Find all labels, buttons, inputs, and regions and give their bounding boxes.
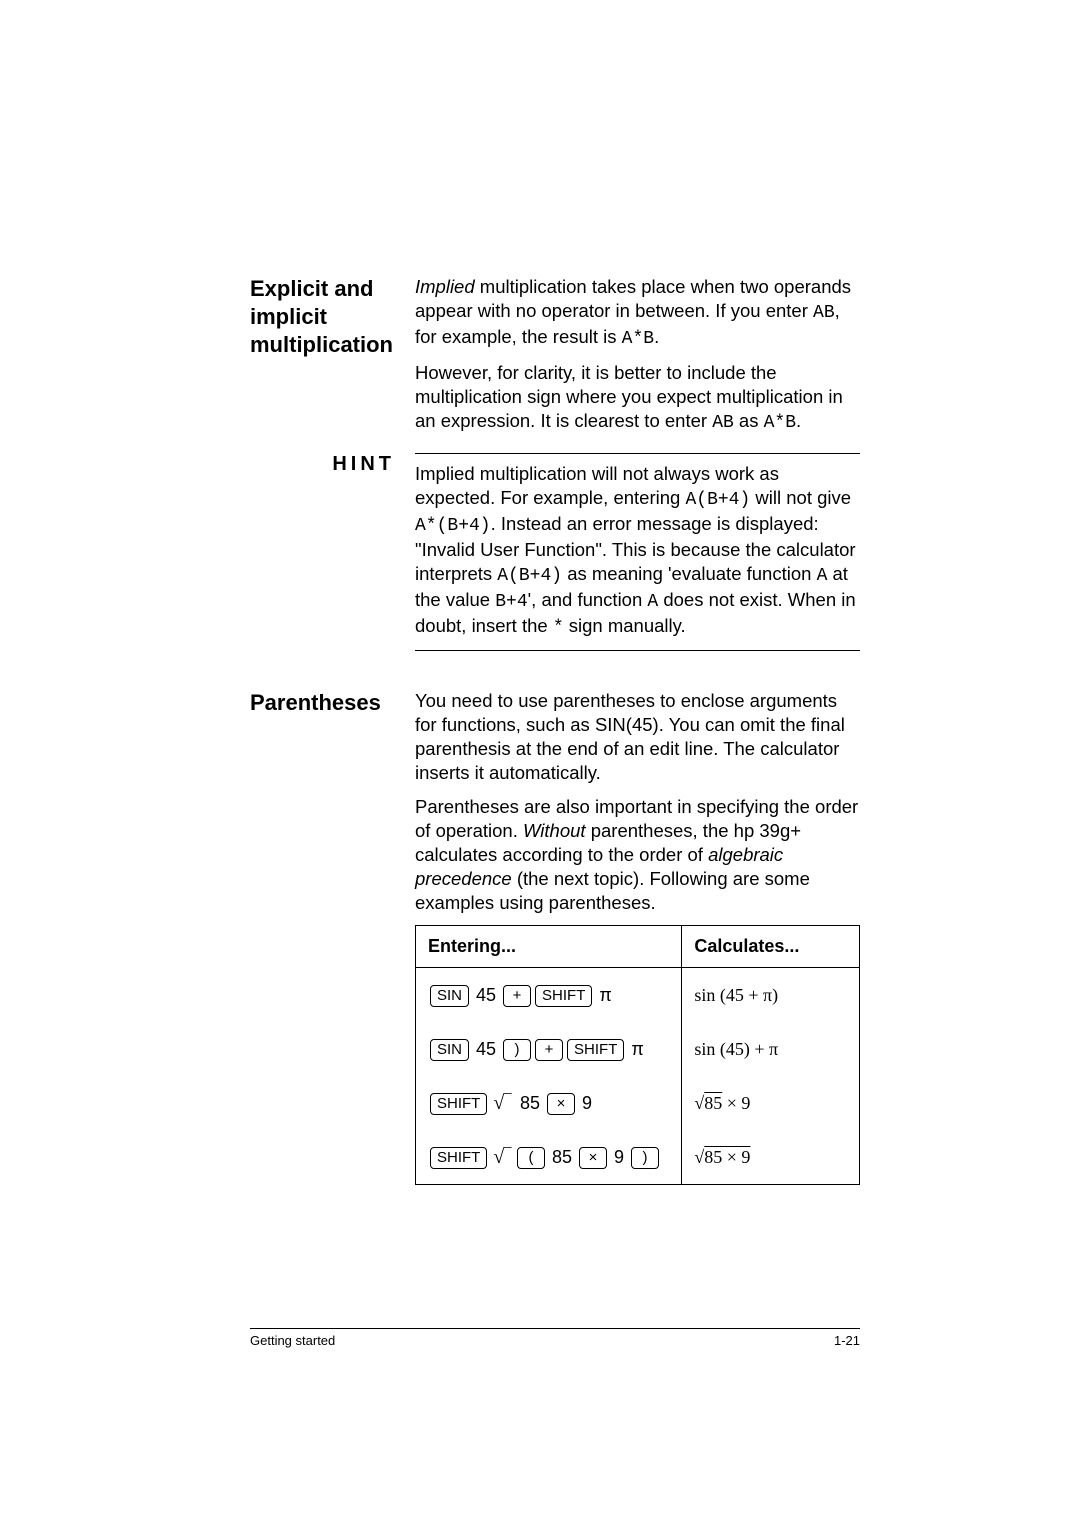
hint-t8: sign manually. [564, 615, 686, 636]
sqrt-icon: √‾ [489, 1146, 515, 1168]
explicit-para-2: However, for clarity, it is better to in… [415, 361, 860, 435]
key-text: π [626, 1039, 643, 1059]
hint-t2: will not give [750, 487, 851, 508]
code-astarb-2: A*B [764, 413, 796, 433]
section-parentheses: Parentheses You need to use parentheses … [250, 689, 860, 1185]
hint-c1: A(B+4) [685, 490, 750, 510]
hint-t6: ', and function [528, 589, 648, 610]
hint-para: Implied multiplication will not always w… [415, 462, 860, 640]
explicit-p2-as: as [734, 410, 764, 431]
keycap-): ) [631, 1147, 659, 1169]
footer-left: Getting started [250, 1333, 335, 1348]
sidebar-heading-hint: HINT [250, 453, 407, 476]
table-row: SIN 45 )+SHIFT π sin (45) + π [416, 1022, 860, 1076]
code-ab-1: AB [813, 303, 835, 323]
paren-para-2: Parentheses are also important in specif… [415, 795, 860, 915]
keycap-shift: SHIFT [535, 985, 592, 1007]
keycap-shift: SHIFT [430, 1093, 487, 1115]
hint-c6: A [647, 592, 658, 612]
gap [250, 659, 860, 689]
keycap-sin: SIN [430, 1039, 469, 1061]
hint-c5: B+4 [495, 592, 527, 612]
cell-entering: SIN 45 )+SHIFT π [416, 1022, 682, 1076]
code-ab-2: AB [712, 413, 734, 433]
hint-c3: A(B+4) [497, 566, 562, 586]
key-text: 85 [547, 1147, 577, 1167]
table-row: SIN 45 +SHIFT π sin (45 + π) [416, 968, 860, 1023]
sqrt-icon: √‾ [489, 1092, 515, 1114]
cell-entering: SHIFT√‾ 85 × 9 [416, 1076, 682, 1130]
keycap-shift: SHIFT [430, 1147, 487, 1169]
code-astarb-1: A*B [622, 329, 654, 349]
keycap-×: × [547, 1093, 575, 1115]
cell-entering: SHIFT√‾( 85 × 9 ) [416, 1130, 682, 1185]
keycap-+: + [503, 985, 531, 1007]
hint-c4: A [817, 566, 828, 586]
section-hint: HINT Implied multiplication will not alw… [250, 453, 860, 651]
table-row: SHIFT√‾( 85 × 9 )√85 × 9 [416, 1130, 860, 1185]
keycap-shift: SHIFT [567, 1039, 624, 1061]
key-text: 9 [609, 1147, 629, 1167]
hint-body: Implied multiplication will not always w… [415, 453, 860, 651]
th-calculates: Calculates... [682, 926, 860, 968]
hint-c7: * [553, 618, 564, 638]
key-text: π [594, 985, 611, 1005]
table-head-row: Entering... Calculates... [416, 926, 860, 968]
footer-right: 1-21 [834, 1333, 860, 1348]
keycap-): ) [503, 1039, 531, 1061]
table-row: SHIFT√‾ 85 × 9 √85 × 9 [416, 1076, 860, 1130]
paren-body: You need to use parentheses to enclose a… [415, 689, 860, 1185]
th-entering: Entering... [416, 926, 682, 968]
keycap-sin: SIN [430, 985, 469, 1007]
keycap-(: ( [517, 1147, 545, 1169]
sidebar-heading-explicit: Explicit and implicit multiplication [250, 275, 415, 445]
hint-c2: A*(B+4) [415, 516, 491, 536]
cell-calculates: sin (45 + π) [682, 968, 860, 1023]
word-implied: Implied [415, 276, 475, 297]
explicit-p1-a: multiplication takes place when two oper… [415, 276, 851, 321]
key-text: 85 [515, 1093, 545, 1113]
explicit-p2-period: . [796, 410, 801, 431]
hint-t4: as meaning 'evaluate function [562, 563, 816, 584]
page-footer: Getting started 1-21 [250, 1328, 860, 1348]
cell-calculates: √85 × 9 [682, 1130, 860, 1185]
keycap-+: + [535, 1039, 563, 1061]
explicit-para-1: Implied multiplication takes place when … [415, 275, 860, 351]
explicit-p1-period: . [654, 326, 659, 347]
key-text: 45 [471, 985, 501, 1005]
page: Explicit and implicit multiplication Imp… [0, 0, 1080, 1528]
sidebar-heading-hint-wrap: HINT [250, 453, 415, 651]
section-explicit: Explicit and implicit multiplication Imp… [250, 275, 860, 445]
keycap-×: × [579, 1147, 607, 1169]
key-text: 9 [577, 1093, 592, 1113]
cell-calculates: sin (45) + π [682, 1022, 860, 1076]
sidebar-heading-paren: Parentheses [250, 689, 415, 1185]
cell-calculates: √85 × 9 [682, 1076, 860, 1130]
cell-entering: SIN 45 +SHIFT π [416, 968, 682, 1023]
examples-table: Entering... Calculates... SIN 45 +SHIFT … [415, 925, 860, 1185]
body-explicit: Implied multiplication takes place when … [415, 275, 860, 445]
word-without: Without [523, 820, 586, 841]
paren-para-1: You need to use parentheses to enclose a… [415, 689, 860, 785]
key-text: 45 [471, 1039, 501, 1059]
